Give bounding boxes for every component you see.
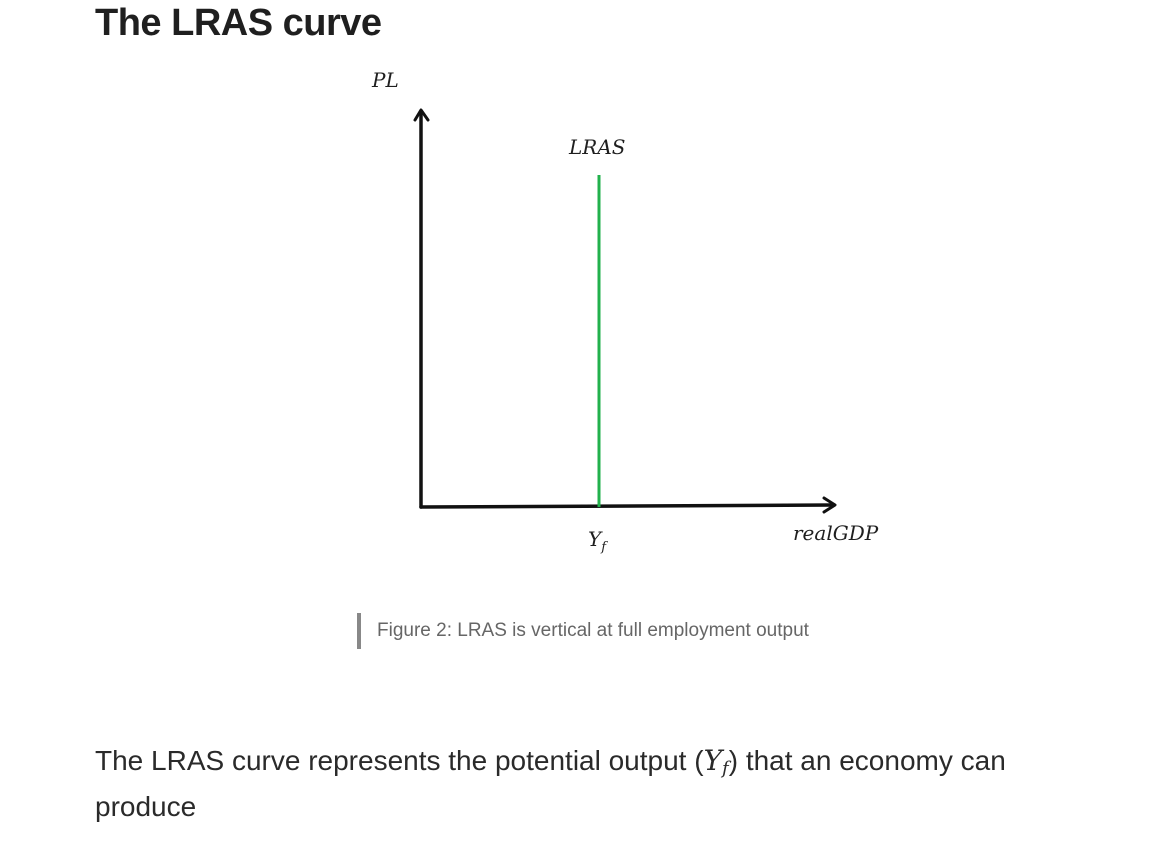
paragraph-text-before: The LRAS curve represents the potential …	[95, 745, 704, 776]
yf-main: Y	[588, 527, 603, 551]
lras-diagram: PL LRAS realGDP Yf	[371, 68, 879, 555]
yf-tick-label: Yf	[588, 527, 608, 555]
x-axis-arrowhead	[822, 496, 837, 514]
section-heading: The LRAS curve	[95, 2, 382, 44]
lras-paragraph: The LRAS curve represents the potential …	[95, 738, 1085, 830]
figure-caption: Figure 2: LRAS is vertical at full emplo…	[357, 613, 817, 649]
y-axis-arrowhead	[413, 108, 430, 122]
yf-subscript: f	[600, 540, 608, 555]
x-axis-label: realGDP	[793, 521, 879, 545]
yf-inline-main: Y	[703, 744, 723, 777]
yf-inline-math: Yf	[703, 744, 729, 779]
paragraph-text-after: ) that an economy can produce	[95, 745, 1006, 822]
x-axis	[419, 503, 835, 509]
y-axis-label: PL	[371, 68, 399, 92]
lras-label: LRAS	[568, 135, 625, 159]
yf-inline-subscript: f	[722, 758, 729, 779]
